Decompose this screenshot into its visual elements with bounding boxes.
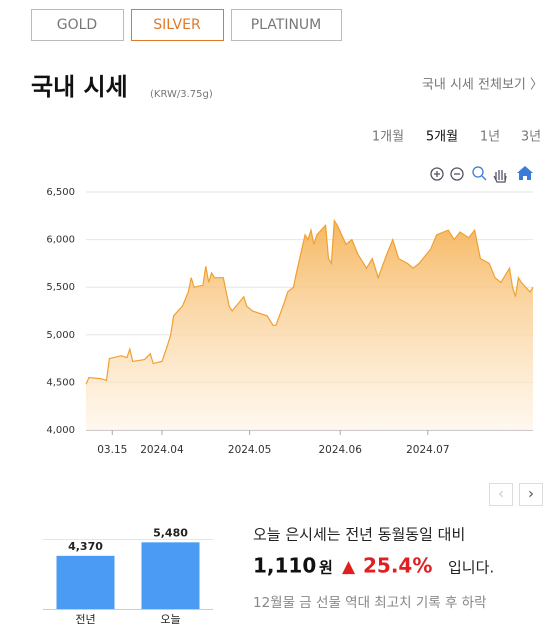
x-tick-label: 2024.07 (406, 444, 449, 456)
area-fill (86, 220, 533, 430)
toolbar (430, 166, 533, 183)
y-tick-label: 5,500 (46, 282, 75, 293)
x-tick-label: 03.15 (97, 444, 127, 456)
summary-note: 12월물 금 선물 역대 최고치 기록 후 하락 (253, 595, 487, 611)
y-tick-label: 5,000 (46, 330, 75, 341)
period[interactable]: 1년 (480, 130, 500, 145)
tab-label[interactable]: SILVER (153, 17, 201, 33)
value-label: 4,370 (68, 540, 103, 553)
nav-next-label[interactable]: › (528, 485, 534, 503)
nav-next[interactable] (519, 483, 543, 506)
nav-prev[interactable] (489, 483, 513, 506)
reset[interactable] (517, 166, 533, 180)
x-tick-label: 오늘 (160, 613, 180, 626)
y-tick-label: 4,000 (46, 425, 75, 436)
tab[interactable] (31, 9, 124, 41)
x-tick-label: 2024.06 (318, 444, 362, 456)
zoom-in[interactable] (430, 167, 444, 181)
tab-label[interactable]: PLATINUM (251, 17, 322, 33)
summary-diff: 1,110 (253, 554, 316, 578)
tab[interactable] (231, 9, 342, 41)
summary-arrow: ▲ (342, 557, 356, 577)
period[interactable]: 1개월 (372, 130, 404, 145)
unit: (KRW/3.75g) (150, 89, 213, 100)
x-tick-label: 전년 (75, 613, 95, 626)
bar (141, 542, 200, 609)
pan[interactable] (493, 170, 507, 183)
bar (56, 555, 115, 609)
y-tick-label: 4,500 (46, 377, 75, 388)
title: 국내 시세 (31, 73, 128, 101)
summary-line: 오늘 은시세는 전년 동월동일 대비 (253, 526, 465, 544)
zoom[interactable] (472, 166, 487, 181)
price-line (85, 218, 534, 385)
nav-prev-label[interactable]: ‹ (498, 485, 504, 503)
full-view-link[interactable]: 국내 시세 전체보기 〉 (422, 78, 543, 93)
zoom-out[interactable] (450, 167, 464, 181)
summary-unit: 원 (319, 559, 333, 577)
tab-active[interactable] (131, 9, 224, 41)
tab-label[interactable]: GOLD (57, 17, 97, 33)
x-tick-label: 2024.04 (140, 444, 184, 456)
y-tick-label: 6,000 (46, 235, 75, 246)
period-active[interactable]: 5개월 (426, 130, 458, 145)
summary-rate: 25.4% (363, 554, 432, 578)
summary-tail: 입니다. (448, 559, 494, 577)
y-tick-label: 6,500 (46, 187, 75, 198)
value-label: 5,480 (153, 526, 188, 539)
period[interactable]: 3년 (521, 130, 541, 145)
x-tick-label: 2024.05 (228, 444, 271, 456)
